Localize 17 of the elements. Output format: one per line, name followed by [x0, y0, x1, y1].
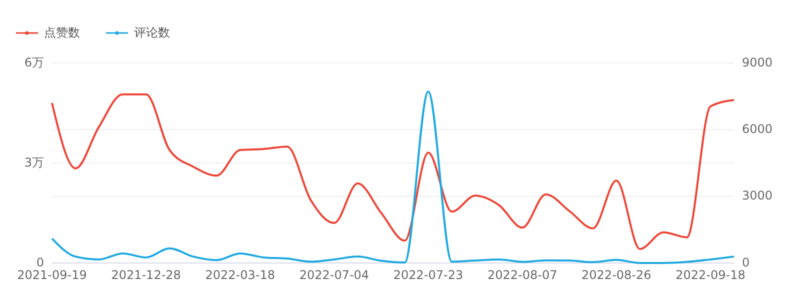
x-tick-label: 2022-07-04: [299, 268, 370, 282]
y2-tick-label: 6000: [742, 122, 773, 136]
x-tick-label: 2022-08-26: [582, 268, 652, 282]
x-tick-label: 2022-08-07: [487, 268, 558, 282]
y-tick-label: 6万: [24, 55, 44, 70]
y2-tick-label: 3000: [742, 188, 773, 203]
y2-tick-label: 9000: [742, 55, 773, 70]
y-tick-label: 3万: [24, 155, 44, 170]
legend-label: 评论数: [134, 25, 170, 40]
legend-label: 点赞数: [44, 25, 80, 40]
x-tick-label: 2021-12-28: [111, 268, 181, 282]
x-tick-label: 2022-07-23: [393, 268, 464, 282]
y-tick-label: 0: [36, 255, 44, 270]
x-tick-label: 2022-09-18: [676, 268, 746, 282]
x-tick-label: 2022-03-18: [205, 268, 276, 282]
x-tick-label: 2021-09-19: [17, 268, 87, 282]
y2-tick-label: 0: [742, 255, 750, 270]
